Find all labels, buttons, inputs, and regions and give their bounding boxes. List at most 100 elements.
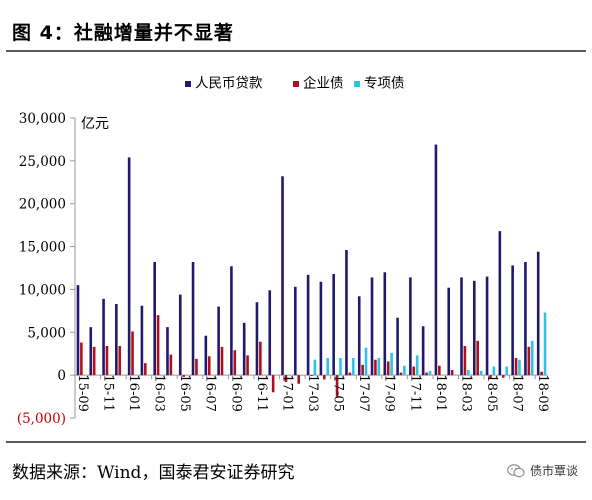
legend-label: 企业债 (303, 75, 344, 92)
bar-rmb-loan (115, 304, 118, 376)
bar-corporate-bond (463, 346, 467, 376)
brand-name: 债市覃谈 (529, 464, 578, 478)
bar-rmb-loan (498, 231, 502, 376)
legend-label: 人民币贷款 (195, 76, 263, 92)
x-tick-label: 17-03 (305, 374, 320, 411)
bar-special-bond (505, 366, 508, 376)
bar-rmb-loan (345, 250, 348, 376)
bar-corporate-bond (540, 371, 543, 376)
bar-rmb-loan (153, 262, 156, 376)
bar-rmb-loan (332, 274, 335, 376)
x-tick-label: 18-07 (510, 374, 525, 411)
bar-corporate-bond (310, 375, 313, 376)
bar-rmb-loan (127, 157, 131, 376)
x-tick-label: 16-05 (177, 374, 192, 411)
x-tick-label: 16-09 (228, 374, 243, 411)
bar-corporate-bond (271, 375, 275, 393)
bar-rmb-loan (89, 327, 93, 376)
bar-corporate-bond (297, 375, 301, 384)
bar-corporate-bond (233, 350, 237, 376)
x-tick-label: 18-09 (535, 374, 550, 411)
bar-corporate-bond (374, 359, 377, 376)
x-tick-label: 18-05 (484, 374, 499, 411)
bar-rmb-loan (357, 296, 361, 376)
bar-rmb-loan (230, 266, 233, 376)
legend-swatch (185, 81, 191, 87)
bar-special-bond (518, 359, 521, 376)
bar-corporate-bond (501, 375, 505, 378)
bar-rmb-loan (191, 262, 195, 376)
bar-corporate-bond (207, 356, 211, 376)
bar-special-bond (428, 370, 432, 376)
bar-rmb-loan (268, 290, 272, 376)
y-tick-label: 15,000 (19, 240, 66, 256)
source-note: 数据来源：Wind，国泰君安证券研究 (12, 463, 295, 483)
y-tick-label: 5,000 (27, 325, 66, 341)
x-tick-label: 17-07 (356, 374, 371, 411)
bar-corporate-bond (80, 342, 83, 376)
x-tick-label: 15-09 (75, 374, 90, 411)
bar-corporate-bond (144, 363, 147, 376)
y-tick-label: 10,000 (19, 282, 66, 298)
bar-corporate-bond (527, 346, 531, 376)
y-tick-label: (5,000) (17, 411, 66, 427)
bar-rmb-loan (319, 281, 323, 376)
bar-special-bond (339, 358, 342, 376)
bar-special-bond (326, 358, 329, 376)
bar-rmb-loan (421, 326, 425, 376)
bar-corporate-bond (412, 366, 416, 376)
y-tick-label: 0 (57, 368, 66, 384)
wechat-icon (507, 463, 525, 478)
bar-corporate-bond (450, 370, 454, 376)
figure-title: 图 4：社融增量并不显著 (12, 22, 234, 44)
source-rule (6, 441, 586, 443)
bar-special-bond (351, 358, 355, 376)
x-tick-label: 16-11 (254, 374, 269, 411)
bar-corporate-bond (220, 346, 224, 376)
x-tick-label: 16-07 (203, 374, 218, 411)
y-tick-label: 25,000 (19, 154, 66, 170)
bar-corporate-bond (489, 375, 492, 379)
bar-corporate-bond (386, 361, 390, 376)
bar-special-bond (390, 352, 393, 376)
y-tick-label: 30,000 (19, 111, 66, 127)
title-rule (6, 50, 586, 52)
bar-rmb-loan (102, 298, 105, 376)
bar-special-bond (313, 359, 317, 376)
x-tick-label: 16-01 (126, 374, 141, 411)
bar-special-bond (530, 340, 534, 376)
legend-label: 专项债 (364, 76, 405, 92)
bar-corporate-bond (284, 375, 288, 382)
bar-special-bond (377, 358, 381, 376)
bar-rmb-loan (511, 265, 514, 376)
bar-rmb-loan (524, 262, 527, 376)
bar-rmb-loan (383, 272, 387, 376)
bar-special-bond (364, 347, 368, 376)
bar-rmb-loan (204, 335, 208, 376)
x-tick-label: 16-03 (152, 374, 167, 411)
x-tick-label: 17-05 (331, 374, 346, 411)
legend-swatch (354, 81, 360, 87)
bar-rmb-loan (396, 317, 399, 376)
x-tick-label: 17-11 (407, 374, 422, 411)
bar-rmb-loan (485, 276, 489, 376)
bar-corporate-bond (476, 340, 479, 376)
bar-corporate-bond (118, 346, 122, 376)
bar-corporate-bond (182, 375, 185, 377)
bar-rmb-loan (306, 274, 310, 376)
bar-special-bond (479, 370, 483, 376)
bar-corporate-bond (348, 372, 352, 376)
bar-corporate-bond (514, 358, 518, 376)
bar-corporate-bond (322, 375, 326, 380)
x-tick-label: 15-11 (100, 374, 115, 411)
bar-corporate-bond (195, 358, 198, 376)
brand-watermark: 债市覃谈 (507, 462, 578, 479)
bar-corporate-bond (361, 364, 364, 376)
bar-rmb-loan (447, 287, 451, 376)
bar-rmb-loan (217, 306, 220, 376)
bar-rmb-loan (472, 280, 476, 376)
bar-rmb-loan (76, 285, 80, 376)
bar-special-bond (467, 370, 470, 376)
bar-rmb-loan (460, 277, 463, 376)
x-tick-label: 17-01 (279, 374, 294, 411)
